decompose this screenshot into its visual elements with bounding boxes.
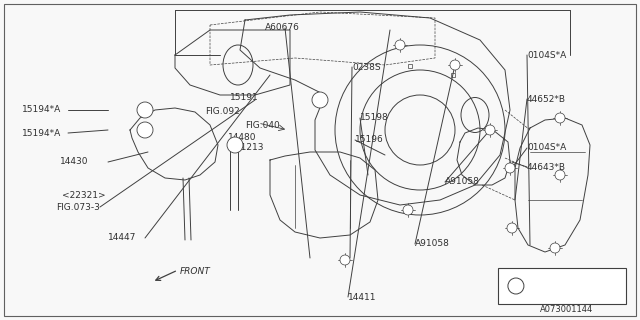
Text: 15191: 15191	[230, 93, 259, 102]
Circle shape	[508, 278, 524, 294]
Text: 1: 1	[142, 106, 148, 115]
Circle shape	[555, 113, 565, 123]
Text: 1: 1	[232, 140, 237, 149]
Text: 14480: 14480	[228, 133, 257, 142]
Text: 15194*A: 15194*A	[22, 106, 61, 115]
Text: 0104S*A: 0104S*A	[527, 51, 566, 60]
Circle shape	[550, 243, 560, 253]
Text: 1: 1	[513, 281, 519, 291]
Circle shape	[485, 125, 495, 135]
Text: A073001144: A073001144	[540, 306, 593, 315]
Text: 15198: 15198	[360, 114, 388, 123]
Text: <22321>: <22321>	[62, 191, 106, 201]
Text: 14411: 14411	[348, 292, 376, 301]
Circle shape	[395, 40, 405, 50]
Circle shape	[403, 205, 413, 215]
Text: 1: 1	[142, 125, 148, 134]
Text: 0104S*A: 0104S*A	[527, 143, 566, 153]
Text: 14447: 14447	[108, 234, 136, 243]
Text: A91058: A91058	[445, 178, 480, 187]
Text: D91213: D91213	[228, 143, 264, 153]
Bar	[498, 268, 626, 304]
Text: 1: 1	[317, 95, 323, 105]
Circle shape	[555, 170, 565, 180]
Text: D91204: D91204	[558, 281, 602, 291]
Text: FIG.073-3: FIG.073-3	[56, 203, 100, 212]
Circle shape	[137, 122, 153, 138]
Circle shape	[340, 255, 350, 265]
Circle shape	[505, 163, 515, 173]
Text: FIG.092: FIG.092	[205, 108, 240, 116]
Text: 0238S: 0238S	[352, 62, 381, 71]
Text: FIG.040: FIG.040	[245, 121, 280, 130]
Circle shape	[312, 92, 328, 108]
Text: FRONT: FRONT	[180, 268, 211, 276]
Text: 14430: 14430	[60, 157, 88, 166]
Circle shape	[507, 223, 517, 233]
Circle shape	[137, 102, 153, 118]
Circle shape	[227, 137, 243, 153]
Text: 15196: 15196	[355, 135, 384, 145]
Text: 44643*B: 44643*B	[527, 163, 566, 172]
Text: A91058: A91058	[415, 239, 450, 249]
Text: 15194*A: 15194*A	[22, 129, 61, 138]
Text: A60676: A60676	[265, 23, 300, 33]
Circle shape	[450, 60, 460, 70]
Text: 44652*B: 44652*B	[527, 94, 566, 103]
